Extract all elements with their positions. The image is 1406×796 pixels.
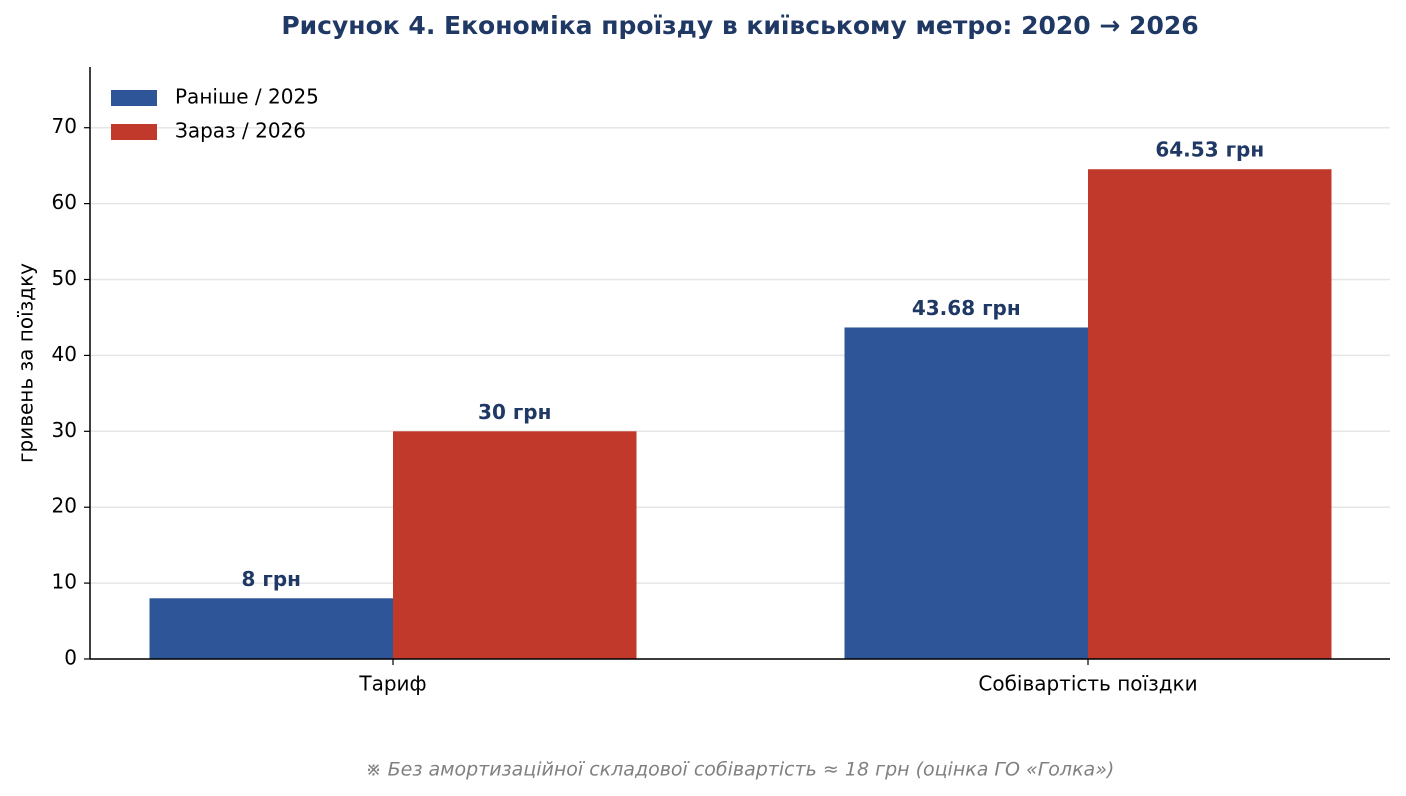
y-tick-label: 50: [52, 266, 77, 290]
data-label: 64.53 грн: [1155, 138, 1264, 162]
y-axis-label: гривень за поїздку: [14, 263, 38, 463]
y-tick-label: 30: [52, 418, 77, 442]
data-label: 8 грн: [242, 567, 301, 591]
y-tick-label: 40: [52, 342, 77, 366]
data-label: 30 грн: [478, 400, 551, 424]
legend-label: Раніше / 2025: [175, 85, 319, 109]
legend-swatch: [111, 124, 157, 140]
x-tick-label: Тариф: [358, 672, 426, 696]
legend-swatch: [111, 90, 157, 106]
footnote: ※ Без амортизаційної складової собіварті…: [366, 759, 1115, 781]
y-tick-label: 0: [64, 646, 77, 670]
y-tick-label: 70: [52, 114, 77, 138]
x-tick-label: Собівартість поїздки: [978, 672, 1197, 696]
legend-label: Зараз / 2026: [175, 119, 306, 143]
y-tick-label: 10: [52, 570, 77, 594]
chart-title: Рисунок 4. Економіка проїзду в київськом…: [281, 11, 1198, 40]
bar: [393, 431, 637, 659]
bar: [844, 327, 1088, 659]
bar: [1088, 169, 1332, 660]
data-label: 43.68 грн: [912, 296, 1021, 320]
bar: [149, 598, 393, 659]
y-tick-label: 60: [52, 190, 77, 214]
y-tick-label: 20: [52, 494, 77, 518]
